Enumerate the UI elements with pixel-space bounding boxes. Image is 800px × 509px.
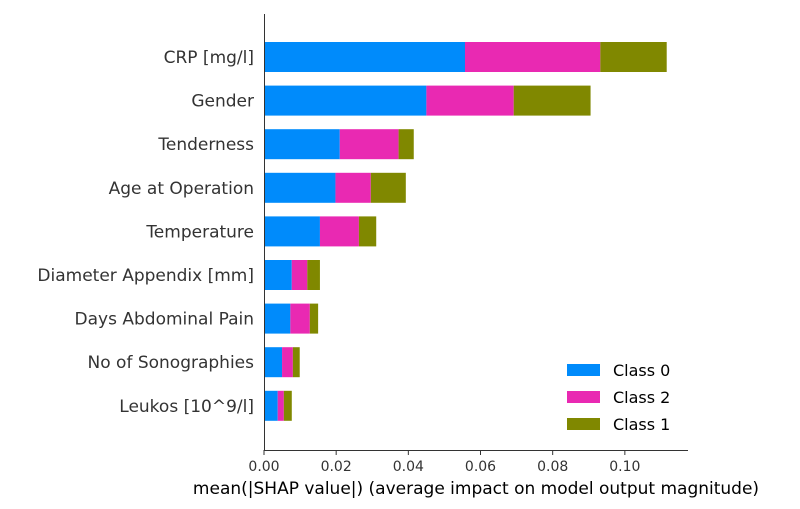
legend-label: Class 2 (613, 388, 670, 407)
bar-class-0-0 (264, 42, 465, 72)
bar-class-1-2 (398, 129, 414, 160)
legend-swatch-class-2 (567, 391, 600, 403)
bar-class-1-0 (600, 42, 667, 72)
legend-swatch-class-1 (567, 418, 600, 430)
bar-class-2-2 (339, 129, 399, 160)
bar-class-2-7 (282, 347, 293, 378)
bar-class-2-0 (464, 42, 601, 72)
bar-class-0-2 (264, 129, 340, 160)
bar-class-0-6 (264, 303, 291, 334)
legend-label: Class 0 (613, 361, 670, 380)
bar-class-2-4 (319, 216, 359, 247)
feature-label: Tenderness (157, 135, 254, 155)
bar-class-1-8 (283, 390, 292, 421)
x-tick-label: 0.00 (248, 459, 279, 475)
bar-class-0-1 (264, 85, 427, 116)
legend-label: Class 1 (613, 415, 670, 434)
x-tick-label: 0.06 (465, 459, 496, 475)
bar-class-0-8 (264, 390, 278, 421)
feature-label: Gender (191, 92, 254, 112)
feature-label: Temperature (145, 222, 254, 242)
x-tick-label: 0.02 (321, 459, 352, 475)
bar-class-0-5 (264, 260, 292, 290)
axes-layer: 0.00 0.02 0.04 0.06 0.08 0.10 (248, 14, 688, 475)
bar-class-1-6 (309, 303, 319, 334)
legend-swatch-class-0 (567, 364, 600, 376)
bar-class-0-3 (264, 172, 336, 203)
legend: Class 0 Class 2 Class 1 (567, 361, 670, 434)
bars-layer (264, 42, 667, 421)
bar-class-2-1 (426, 85, 514, 116)
bar-class-0-7 (264, 347, 283, 378)
labels-layer: CRP [mg/l] Gender Tenderness Age at Operati… (37, 48, 254, 417)
bar-class-1-4 (358, 216, 377, 247)
bar-class-2-6 (290, 303, 310, 334)
bar-class-0-4 (264, 216, 320, 247)
bar-class-1-3 (370, 172, 406, 203)
x-axis-title: mean(|SHAP value|) (average impact on mo… (193, 479, 759, 499)
bar-class-1-5 (307, 260, 320, 290)
feature-label: Diameter Appendix [mm] (37, 266, 254, 286)
bar-class-1-7 (292, 347, 300, 378)
feature-label: Leukos [10^9/l] (119, 397, 254, 417)
feature-label: Days Abdominal Pain (75, 310, 254, 330)
feature-label: No of Sonographies (88, 353, 255, 373)
bar-class-1-1 (513, 85, 591, 116)
bar-class-2-8 (277, 390, 284, 421)
feature-label: CRP [mg/l] (164, 48, 254, 68)
bar-class-2-5 (291, 260, 308, 290)
x-tick-label: 0.08 (537, 459, 568, 475)
x-tick-label: 0.04 (393, 459, 424, 475)
feature-label: Age at Operation (109, 179, 254, 199)
bar-class-2-3 (335, 172, 371, 203)
x-tick-label: 0.10 (609, 459, 640, 475)
